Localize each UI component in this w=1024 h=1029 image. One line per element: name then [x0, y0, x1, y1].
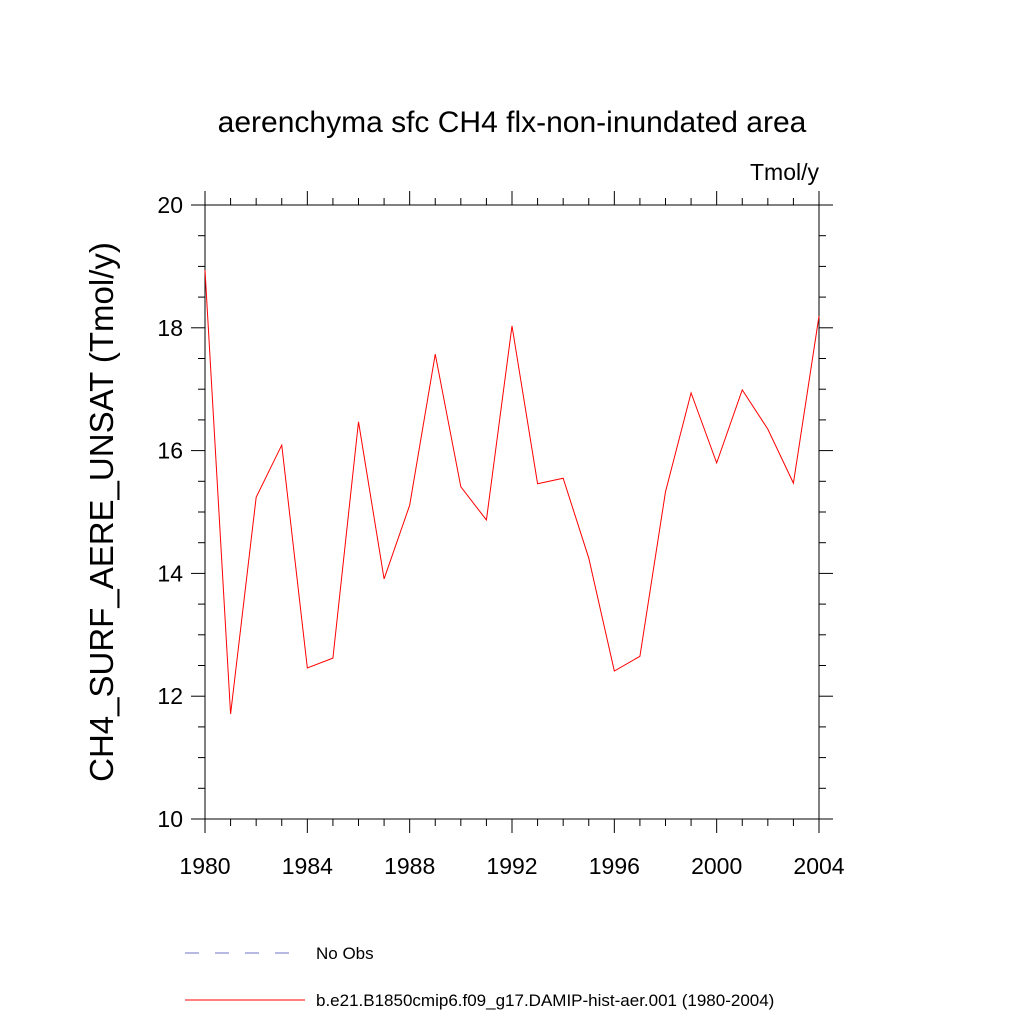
plot-frame — [204, 204, 820, 820]
x-tick-label: 1984 — [282, 853, 333, 879]
series-line — [204, 270, 820, 715]
chart-title: aerenchyma sfc CH4 flx-non-inundated are… — [218, 106, 807, 139]
y-tick-label: 16 — [157, 438, 183, 464]
x-tick-label: 2000 — [691, 853, 742, 879]
y-tick-label: 18 — [157, 315, 183, 341]
y-axis-label: CH4_SURF_AERE_UNSAT (Tmol/y) — [83, 242, 120, 782]
y-tick-label: 10 — [157, 806, 183, 832]
legend-label: No Obs — [316, 944, 374, 963]
x-tick-label: 2004 — [793, 853, 844, 879]
y-tick-label: 20 — [157, 192, 183, 218]
x-tick-label: 1996 — [589, 853, 640, 879]
y-tick-label: 14 — [157, 560, 183, 586]
y-tick-label: 12 — [157, 683, 183, 709]
legend-label: b.e21.B1850cmip6.f09_g17.DAMIP-hist-aer.… — [316, 991, 774, 1010]
x-tick-label: 1980 — [179, 853, 230, 879]
units-label: Tmol/y — [750, 159, 820, 185]
x-tick-label: 1992 — [486, 853, 537, 879]
x-tick-label: 1988 — [384, 853, 435, 879]
